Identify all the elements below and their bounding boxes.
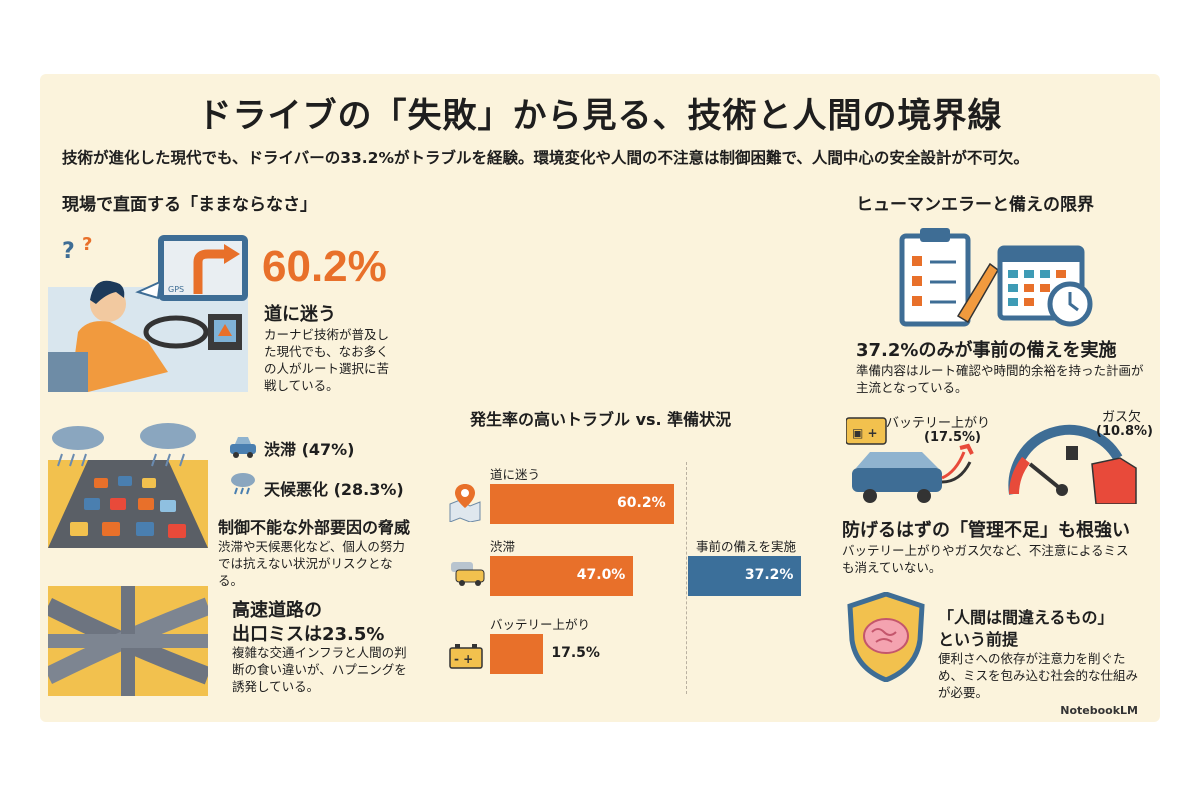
bar-label: 事前の備えを実施 <box>696 539 797 554</box>
left-heading: 現場で直面する「ままならなさ」 <box>62 195 317 215</box>
lost-stat-value: 60.2% <box>262 242 387 291</box>
gps-label: GPS <box>168 285 184 294</box>
prep-desc: 準備内容はルート確認や時間的余裕を持った計画が主流となっている。 <box>856 363 1144 395</box>
page-subtitle: 技術が進化した現代でも、ドライバーの33.2%がトラブルを経験。環境変化や人間の… <box>62 149 1029 167</box>
highway-title-2: 出口ミスは23.5% <box>232 624 385 645</box>
battery-icon: - + <box>449 644 483 669</box>
checklist-calendar-illustration <box>899 228 1093 327</box>
bar: 60.2% <box>490 484 674 524</box>
car-icon <box>230 437 256 458</box>
cloud-rain-icon <box>231 473 255 495</box>
highway-interchange-illustration <box>48 586 208 696</box>
bar-label: 道に迷う <box>490 467 541 482</box>
svg-text:- +: - + <box>454 652 473 666</box>
battery-label: バッテリー上がり <box>886 416 991 431</box>
bar-value-label: 17.5% <box>551 645 600 661</box>
human-desc: 便利さへの依存が注意力を削ぐため、ミスを包み込む社会的な仕組みが必要。 <box>938 651 1139 700</box>
map-pin-icon <box>449 484 481 522</box>
bar-value-label: 47.0% <box>576 567 626 583</box>
gas-value: (10.8%) <box>1096 424 1153 439</box>
human-title-1: 「人間は間違えるもの」 <box>938 608 1114 627</box>
infographic-panel <box>40 74 1160 722</box>
chart-title: 発生率の高いトラブル vs. 準備状況 <box>470 410 732 429</box>
human-title-2: という前提 <box>938 630 1019 649</box>
battery-value: (17.5%) <box>924 430 981 445</box>
bar-label: バッテリー上がり <box>490 617 591 632</box>
bar-label: 渋滞 <box>490 539 516 554</box>
svg-text:?: ? <box>62 239 75 264</box>
right-heading: ヒューマンエラーと備えの限界 <box>856 195 1094 215</box>
bar: 47.0% <box>490 556 634 596</box>
bar: 37.2% <box>688 556 802 596</box>
highway-desc: 複雑な交通インフラと人間の判断の食い違いが、ハプニングを誘発している。 <box>232 645 407 694</box>
traffic-item: 渋滞 (47%) <box>264 440 355 459</box>
bar: 17.5% <box>490 634 600 674</box>
notebooklm-logo: NotebookLM <box>1060 704 1138 717</box>
traffic-car-icon <box>451 562 485 586</box>
external-desc: 渋滞や天候悪化など、個人の努力では抗えない状況がリスクとなる。 <box>218 539 405 588</box>
brain-shield-icon <box>847 592 925 682</box>
page-title: ドライブの「失敗」から見る、技術と人間の境界線 <box>197 96 1003 136</box>
chart-divider <box>686 462 687 694</box>
mgmt-desc: バッテリー上がりやガス欠など、不注意によるミスも消えていない。 <box>842 543 1129 575</box>
lost-stat-label: 道に迷う <box>264 304 336 325</box>
battery-car-illustration: ▣ + <box>846 417 974 503</box>
driver-gps-illustration: GPS ? ? <box>48 234 248 392</box>
external-title: 制御不能な外部要因の脅威 <box>218 518 411 537</box>
highway-title-1: 高速道路の <box>232 600 322 621</box>
traffic-weather-illustration <box>48 423 208 548</box>
lost-stat-desc: カーナビ技術が普及した現代でも、なお多くの人がルート選択に苦戦している。 <box>264 327 390 393</box>
bar-value-label: 37.2% <box>744 567 794 583</box>
bar-value-label: 60.2% <box>617 495 666 511</box>
gas-label: ガス欠 <box>1102 410 1142 425</box>
fuel-gauge-illustration <box>1008 424 1137 504</box>
svg-text:?: ? <box>82 234 92 255</box>
mgmt-title: 防げるはずの「管理不足」も根強い <box>842 520 1130 541</box>
weather-item: 天候悪化 (28.3%) <box>264 480 404 499</box>
svg-text:▣ +: ▣ + <box>852 426 878 440</box>
prep-title: 37.2%のみが事前の備えを実施 <box>856 340 1117 361</box>
